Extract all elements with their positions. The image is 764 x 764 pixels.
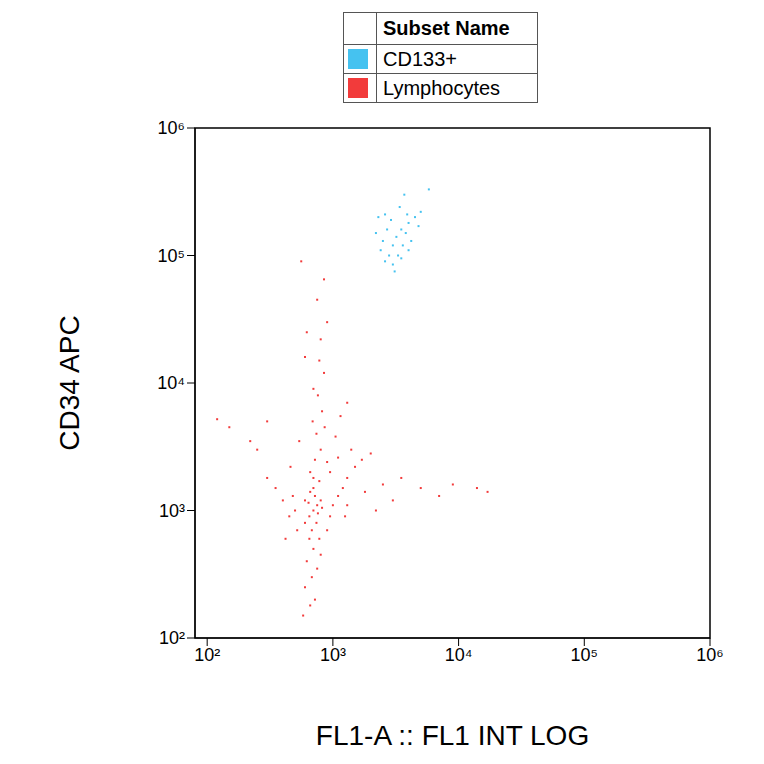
svg-text:10³: 10³ <box>320 645 346 665</box>
svg-text:10⁴: 10⁴ <box>157 373 185 393</box>
html-text:Lymphocytes: Lymphocytes <box>383 76 501 99</box>
html-text:Subset Name: Subset Name <box>383 17 510 39</box>
svg-text:10⁵: 10⁵ <box>571 645 598 665</box>
html-text:CD34 APC: CD34 APC <box>54 315 85 451</box>
html-text:FL1-A :: FL1 INT LOG: FL1-A :: FL1 INT LOG <box>315 720 590 751</box>
html-text:CD133+: CD133+ <box>383 47 457 70</box>
svg-text:10⁵: 10⁵ <box>158 246 185 266</box>
svg-text:10²: 10² <box>159 628 185 648</box>
svg-text:10⁶: 10⁶ <box>696 645 723 665</box>
svg-text:10³: 10³ <box>159 501 185 521</box>
svg-text:10⁶: 10⁶ <box>158 118 185 138</box>
svg-text:10⁴: 10⁴ <box>445 645 473 665</box>
svg-text:10²: 10² <box>194 645 220 665</box>
